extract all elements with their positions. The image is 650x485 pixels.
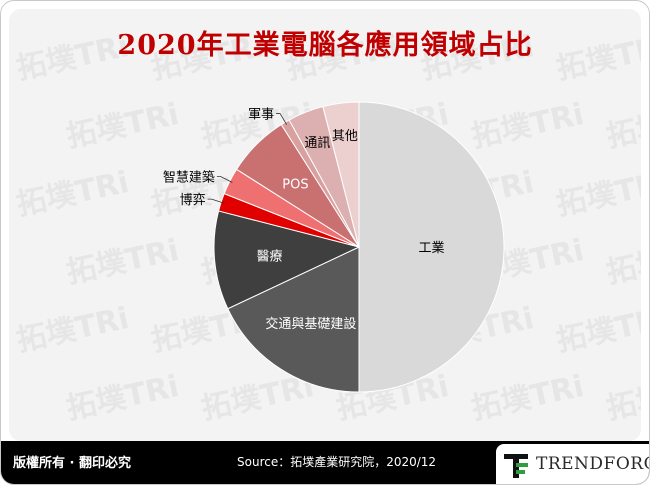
pie-slice-0 bbox=[358, 101, 505, 393]
watermark-tile: 拓墣TRi bbox=[553, 301, 641, 359]
watermark-tile: 拓墣TRi bbox=[603, 369, 641, 427]
pie-slice-1 bbox=[227, 246, 360, 393]
source-note: Source：拓墣產業研究院，2020/12 bbox=[237, 455, 437, 469]
slice-label: 交通與基礎建設 bbox=[265, 316, 356, 332]
watermark-tile: 拓墣TRi bbox=[553, 165, 641, 223]
slice-label: 通訊 bbox=[304, 136, 330, 151]
watermark-tile: 拓墣TRi bbox=[63, 97, 182, 155]
chart-panel: 拓墣TRi 拓墣TRi 拓墣TRi 拓墣TRi 拓墣TRi 拓墣TRi 拓墣TRi 拓墣TRi… bbox=[9, 9, 641, 441]
leader-line bbox=[276, 113, 288, 125]
slice-label: 軍事 bbox=[248, 108, 274, 123]
slice-label: 其他 bbox=[332, 129, 358, 144]
leader-line bbox=[207, 198, 224, 204]
watermark-tile: 拓墣TRi bbox=[63, 369, 182, 427]
pie-slice-2 bbox=[213, 210, 361, 310]
watermark-tile: 拓墣TRi bbox=[468, 369, 587, 427]
logo-text: TRENDFORCE bbox=[536, 454, 649, 474]
chart-title: 2020年工業電腦各應用領域占比 bbox=[117, 30, 533, 61]
watermark-tile: 拓墣TRi bbox=[603, 97, 641, 155]
watermark-tile: 拓墣TRi bbox=[603, 233, 641, 291]
watermark-tile: 拓墣TRi bbox=[13, 301, 132, 359]
footer-bar: 版權所有 · 翻印必究 Source：拓墣產業研究院，2020/12 TREND… bbox=[1, 441, 649, 484]
copyright-notice: 版權所有 · 翻印必究 bbox=[13, 456, 131, 471]
slice-label: 工業 bbox=[418, 240, 444, 256]
pie-slice-8 bbox=[322, 101, 360, 248]
watermark-tile: 拓墣TRi bbox=[468, 97, 587, 155]
slice-label: 醫療 bbox=[256, 249, 282, 264]
watermark-tile: 拓墣TRi bbox=[63, 233, 182, 291]
pie-chart: 拓墣TRi 拓墣TRi 拓墣TRi 拓墣TRi 拓墣TRi 拓墣TRi 拓墣TRi 拓墣TRi… bbox=[13, 29, 641, 427]
trendforce-logo: TRENDFORCE bbox=[496, 444, 649, 484]
slice-label: 博弈 bbox=[180, 192, 206, 208]
leader-line bbox=[216, 176, 233, 183]
trendforce-logo-icon bbox=[504, 454, 528, 478]
slice-label: POS bbox=[282, 177, 308, 192]
slice-label: 智慧建築 bbox=[163, 170, 215, 186]
watermark-tile: 拓墣TRi bbox=[13, 165, 132, 223]
pie-slices bbox=[213, 101, 505, 393]
